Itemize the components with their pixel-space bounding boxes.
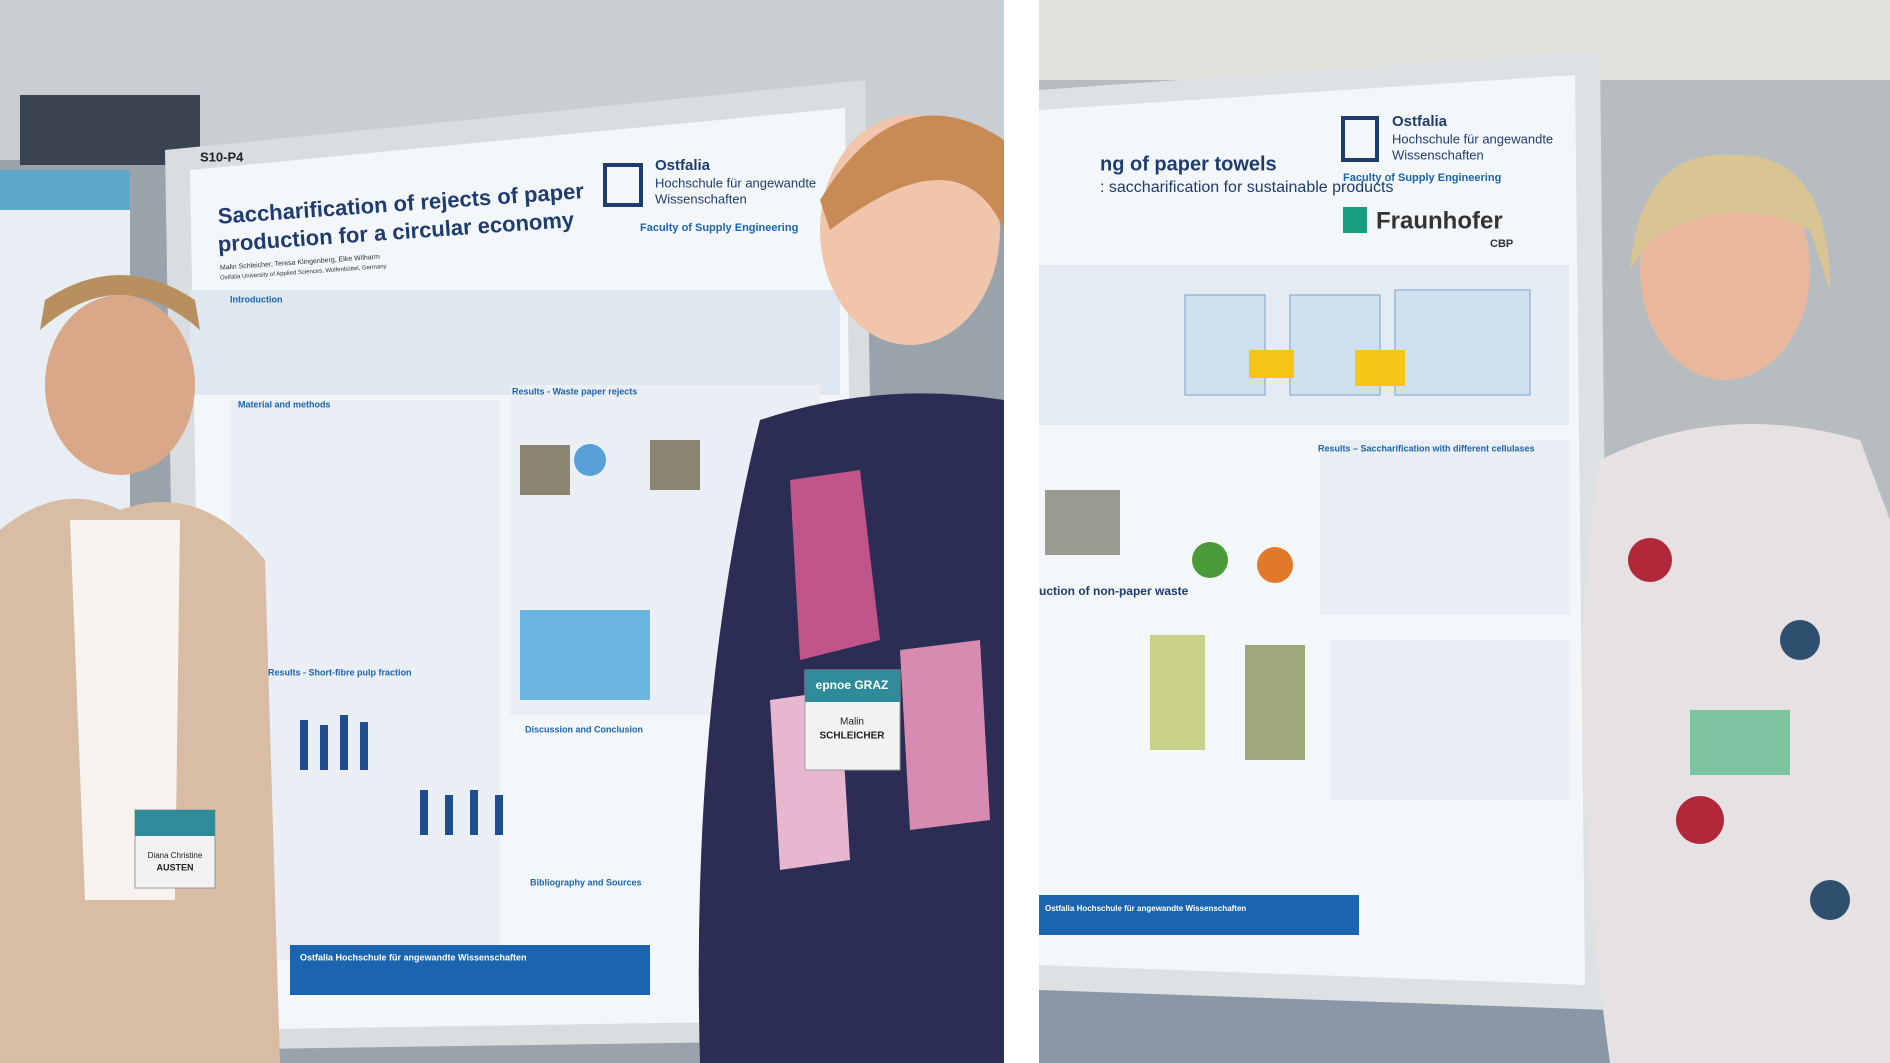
person-hair bbox=[40, 275, 200, 330]
pattern bbox=[790, 470, 880, 660]
bar-icon bbox=[445, 795, 453, 835]
name-badge bbox=[1690, 710, 1790, 775]
faculty: Faculty of Supply Engineering bbox=[640, 222, 798, 234]
poster-title: : saccharification for sustainable produ… bbox=[1100, 179, 1393, 196]
poster-title: ng of paper towels bbox=[1100, 153, 1277, 175]
bar-icon bbox=[470, 790, 478, 835]
diagram-label bbox=[1355, 350, 1405, 386]
section-heading: Introduction bbox=[230, 294, 283, 304]
results-panel bbox=[1330, 640, 1570, 800]
badge-name: Diana Christine bbox=[148, 851, 203, 860]
poster-footer-text: Ostfalia Hochschule für angewandte Wisse… bbox=[1045, 904, 1246, 913]
section-heading: Results - Short-fibre pulp fraction bbox=[268, 667, 412, 677]
neighbor-header bbox=[0, 170, 130, 210]
section-heading: uction of non-paper waste bbox=[1039, 584, 1189, 598]
pattern bbox=[900, 640, 990, 830]
flower bbox=[1676, 796, 1724, 844]
badge-header bbox=[135, 810, 215, 836]
plate-photo bbox=[1150, 635, 1205, 750]
diagram-box bbox=[1184, 294, 1266, 396]
icon bbox=[1192, 542, 1228, 578]
bar-icon bbox=[360, 722, 368, 770]
left-photo: S10-P4 Saccharification of rejects of pa… bbox=[0, 0, 1004, 1063]
pie-icon bbox=[574, 444, 606, 476]
logo-name: Ostfalia bbox=[655, 157, 711, 174]
section-heading: Discussion and Conclusion bbox=[525, 724, 643, 734]
badge-name: AUSTEN bbox=[156, 862, 193, 872]
partner-name: Fraunhofer bbox=[1376, 207, 1503, 234]
divider bbox=[1004, 0, 1039, 1063]
results-panel bbox=[1320, 440, 1570, 615]
plate-photo bbox=[1245, 645, 1305, 760]
flower bbox=[1810, 880, 1850, 920]
bar-icon bbox=[320, 725, 328, 770]
logo-mark bbox=[603, 163, 643, 207]
person-head bbox=[45, 295, 195, 475]
person-hair bbox=[820, 115, 1004, 230]
bar-icon bbox=[340, 715, 348, 770]
bar-icon bbox=[495, 795, 503, 835]
badge-name: SCHLEICHER bbox=[819, 731, 885, 742]
methods-column bbox=[230, 400, 500, 960]
logo-mark bbox=[1341, 116, 1379, 162]
logo-text: Hochschule für angewandte bbox=[1392, 131, 1553, 146]
poster-footer-text: Ostfalia Hochschule für angewandte Wisse… bbox=[300, 952, 526, 962]
diagram-label bbox=[1249, 350, 1294, 378]
logo-text: Wissenschaften bbox=[1392, 147, 1484, 162]
micrograph bbox=[520, 610, 650, 700]
poster-footer bbox=[290, 945, 650, 995]
section-heading: Results – Saccharification with differen… bbox=[1318, 443, 1535, 453]
logo-text: Wissenschaften bbox=[655, 191, 747, 206]
badge-name: Malin bbox=[840, 717, 864, 728]
sample-photo bbox=[650, 440, 700, 490]
logo-name: Ostfalia bbox=[1392, 113, 1448, 130]
logo-text: Hochschule für angewandte bbox=[655, 175, 816, 190]
partner-mark bbox=[1343, 207, 1367, 233]
board-code: S10-P4 bbox=[200, 149, 244, 164]
partner-unit: CBP bbox=[1490, 238, 1513, 250]
bar-icon bbox=[420, 790, 428, 835]
person-hair bbox=[1630, 154, 1830, 290]
right-photo: ng of paper towels : saccharification fo… bbox=[1039, 0, 1890, 1063]
sample-photo bbox=[520, 445, 570, 495]
faculty: Faculty of Supply Engineering bbox=[1343, 172, 1501, 184]
badge-header bbox=[805, 670, 900, 702]
section-heading: Results - Waste paper rejects bbox=[512, 386, 637, 396]
badge-event: epnoe GRAZ bbox=[816, 678, 889, 692]
section-heading: Bibliography and Sources bbox=[530, 877, 642, 887]
icon bbox=[1257, 547, 1293, 583]
poster-footer bbox=[1039, 895, 1359, 935]
flower bbox=[1780, 620, 1820, 660]
flower bbox=[1628, 538, 1672, 582]
diagram-box bbox=[1394, 289, 1531, 396]
person-shirt bbox=[70, 520, 180, 900]
bar-icon bbox=[300, 720, 308, 770]
section-heading: Material and methods bbox=[238, 399, 331, 409]
intro-box bbox=[190, 290, 840, 395]
sample-photo bbox=[1045, 490, 1120, 555]
